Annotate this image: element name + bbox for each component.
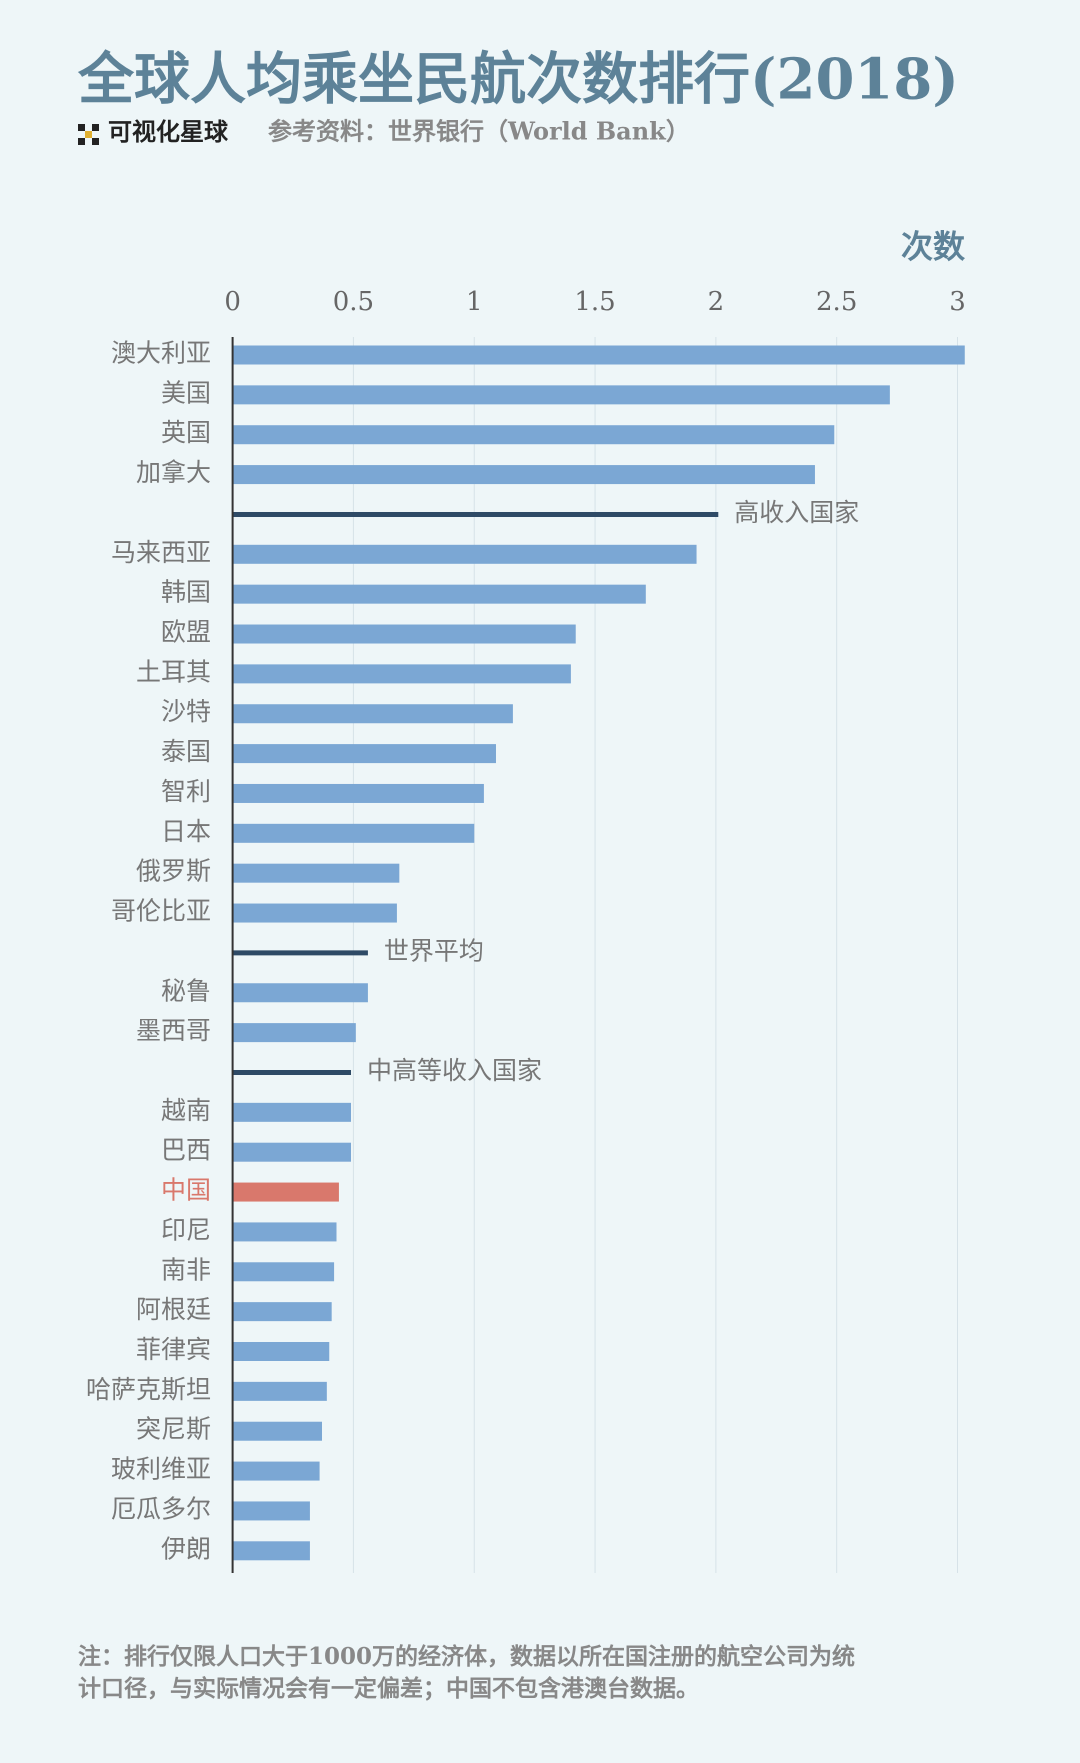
y-tick-label: 韩国 <box>161 578 211 607</box>
y-tick-label: 哥伦比亚 <box>111 897 211 926</box>
bar <box>232 1461 320 1481</box>
bar <box>232 1381 327 1401</box>
bar <box>232 1501 310 1521</box>
y-tick-label: 土耳其 <box>136 657 211 686</box>
bar <box>232 1421 323 1441</box>
y-tick-label: 中国 <box>161 1176 211 1205</box>
bar <box>232 584 646 604</box>
y-tick-label: 美国 <box>161 378 211 407</box>
bar <box>232 1142 352 1162</box>
x-tick-label: 0.5 <box>333 287 374 317</box>
brand: 可视化星球 <box>108 118 229 146</box>
y-tick-label: 俄罗斯 <box>136 857 211 886</box>
bar <box>232 345 965 365</box>
bar <box>232 465 815 485</box>
reference-label: 高收入国家 <box>734 498 859 527</box>
y-tick-label: 玻利维亚 <box>111 1455 211 1484</box>
y-tick-label: 泰国 <box>161 737 211 766</box>
y-tick-label: 秘鲁 <box>161 976 211 1005</box>
bar <box>232 1342 330 1361</box>
bar <box>232 1222 337 1242</box>
x-tick-label: 0 <box>224 287 241 317</box>
x-axis-label: 次数 <box>901 228 966 266</box>
y-tick-label: 英国 <box>161 418 211 447</box>
y-tick-label: 伊朗 <box>161 1534 211 1563</box>
y-tick-label: 日本 <box>161 817 211 846</box>
bar <box>232 425 835 445</box>
note: 计口径，与实际情况会有一定偏差；中国不包含港澳台数据。 <box>78 1675 699 1702</box>
y-tick-label: 墨西哥 <box>136 1016 211 1045</box>
bar <box>232 903 397 923</box>
y-tick-label: 越南 <box>161 1096 211 1125</box>
x-tick-label: 1.5 <box>574 287 615 317</box>
y-tick-label: 欧盟 <box>161 618 211 647</box>
y-tick-label: 阿根廷 <box>136 1295 211 1324</box>
bar <box>232 704 513 724</box>
y-tick-label: 加拿大 <box>136 458 211 487</box>
y-tick-label: 厄瓜多尔 <box>111 1494 211 1523</box>
bar <box>232 1302 332 1322</box>
y-tick-label: 澳大利亚 <box>111 339 211 368</box>
y-tick-label: 突尼斯 <box>136 1415 211 1444</box>
bar <box>232 744 496 764</box>
bar <box>232 664 571 684</box>
brand-icon <box>78 124 99 145</box>
bar <box>232 385 890 405</box>
x-tick-label: 2 <box>708 287 725 317</box>
bar <box>232 1102 352 1122</box>
x-tick-label: 3 <box>949 287 966 317</box>
bar <box>232 544 697 564</box>
bar <box>232 983 368 1003</box>
bar <box>232 624 576 644</box>
bar <box>232 1541 310 1561</box>
source: 参考资料：世界银行（World Bank） <box>268 117 690 146</box>
y-tick-label: 沙特 <box>161 697 211 726</box>
note: 注：排行仅限人口大于1000万的经济体，数据以所在国注册的航空公司为统 <box>78 1643 855 1670</box>
chart-title: 全球人均乘坐民航次数排行(2018) <box>77 47 959 113</box>
bar <box>232 863 400 883</box>
y-tick-label: 巴西 <box>161 1136 211 1165</box>
x-tick-label: 1 <box>466 287 483 317</box>
y-tick-label: 智利 <box>161 777 211 806</box>
y-tick-label: 菲律宾 <box>136 1335 211 1364</box>
y-tick-label: 南非 <box>161 1255 211 1284</box>
y-tick-label: 哈萨克斯坦 <box>86 1375 211 1404</box>
reference-label: 中高等收入国家 <box>367 1056 542 1085</box>
bar <box>232 1262 335 1282</box>
reference-label: 世界平均 <box>384 936 484 965</box>
bar <box>232 823 475 843</box>
bar <box>232 1182 339 1202</box>
bar <box>232 783 484 803</box>
y-tick-label: 印尼 <box>161 1215 211 1244</box>
bar <box>232 1023 356 1043</box>
x-tick-label: 2.5 <box>816 287 857 317</box>
y-tick-label: 马来西亚 <box>111 538 211 567</box>
